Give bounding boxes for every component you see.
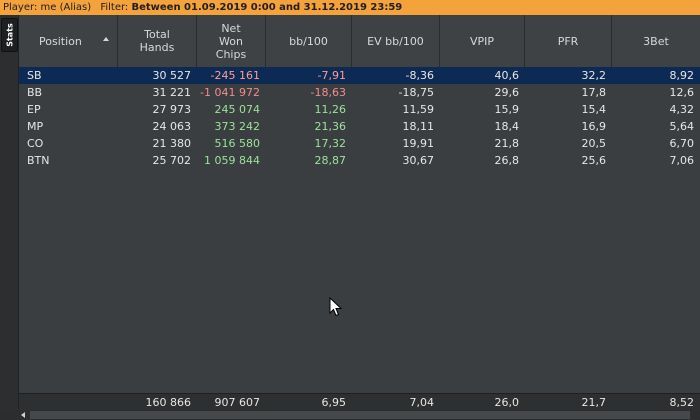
cell-position: EP <box>27 103 41 116</box>
stats-grid: Position Total Hands Net Won Chips bb/10… <box>19 15 700 411</box>
column-header-label: Position <box>39 34 82 48</box>
column-header-total-hands[interactable]: Total Hands <box>118 15 197 67</box>
column-header-label: PFR <box>557 34 579 48</box>
table-row[interactable]: MP 24 063 373 242 21,36 18,11 18,4 16,9 5,64 <box>19 118 700 135</box>
cell-hands: 21 380 <box>152 137 192 150</box>
cell-bb100: 11,26 <box>314 103 347 116</box>
filter-label: Filter: <box>100 2 129 13</box>
cell-pfr: 15,4 <box>581 103 607 116</box>
totals-row: 160 866 907 607 6,95 7,04 26,0 21,7 8,52 <box>19 393 700 411</box>
cell-net-won: 245 074 <box>214 103 261 116</box>
table-row[interactable]: CO 21 380 516 580 17,32 19,91 21,8 20,5 6,70 <box>19 135 700 152</box>
column-header-label: Net Won Chips <box>215 21 247 61</box>
cell-pfr: 17,8 <box>581 86 607 99</box>
column-header-position[interactable]: Position <box>19 15 118 67</box>
cell-hands: 25 702 <box>152 154 192 167</box>
horizontal-scrollbar[interactable] <box>0 410 700 420</box>
column-header-vpip[interactable]: VPIP <box>440 15 525 67</box>
column-header-label: EV bb/100 <box>367 34 424 48</box>
stats-tab[interactable]: Stats <box>1 18 18 52</box>
cell-pfr: 32,2 <box>581 69 607 82</box>
cell-bb100: 21,36 <box>314 120 347 133</box>
cell-bb100: 28,87 <box>314 154 347 167</box>
cell-ev-bb100: -18,75 <box>398 86 434 99</box>
cell-position: CO <box>27 137 44 150</box>
cell-threebet: 7,06 <box>669 154 695 167</box>
cell-ev-bb100: 18,11 <box>402 120 435 133</box>
cell-ev-bb100: 30,67 <box>402 154 435 167</box>
cell-hands: 27 973 <box>152 103 192 116</box>
column-header-label: bb/100 <box>289 34 328 48</box>
cell-hands: 31 221 <box>152 86 192 99</box>
total-vpip: 26,0 <box>494 396 520 409</box>
cell-threebet: 4,32 <box>669 103 695 116</box>
cell-position: BB <box>27 86 43 99</box>
total-pfr: 21,7 <box>581 396 607 409</box>
total-3bet: 8,52 <box>669 396 695 409</box>
column-header-ev-bb100[interactable]: EV bb/100 <box>352 15 440 67</box>
cell-net-won: -245 161 <box>210 69 260 82</box>
column-header-bb100[interactable]: bb/100 <box>266 15 352 67</box>
column-header-3bet[interactable]: 3Bet <box>612 15 700 67</box>
sort-ascending-icon <box>103 37 109 41</box>
player-value[interactable]: me (Alias) <box>40 2 92 13</box>
cell-pfr: 16,9 <box>581 120 607 133</box>
filter-value[interactable]: Between 01.09.2019 0:00 and 31.12.2019 2… <box>131 2 403 13</box>
cell-ev-bb100: 19,91 <box>402 137 435 150</box>
cell-threebet: 8,92 <box>669 69 695 82</box>
total-bb100: 6,95 <box>321 396 347 409</box>
scrollbar-thumb[interactable] <box>30 411 690 419</box>
cell-vpip: 21,8 <box>494 137 520 150</box>
cell-net-won: 373 242 <box>214 120 261 133</box>
cell-threebet: 12,6 <box>669 86 695 99</box>
cell-vpip: 40,6 <box>494 69 520 82</box>
cell-net-won: 1 059 844 <box>204 154 260 167</box>
column-header-label: 3Bet <box>643 34 669 48</box>
cell-hands: 24 063 <box>152 120 192 133</box>
table-row[interactable]: BTN 25 702 1 059 844 28,87 30,67 26,8 25,6 7,06 <box>19 152 700 169</box>
cell-ev-bb100: 11,59 <box>402 103 435 116</box>
cell-threebet: 6,70 <box>669 137 695 150</box>
total-net-won: 907 607 <box>214 396 261 409</box>
mouse-pointer-icon <box>329 297 343 317</box>
cell-hands: 30 527 <box>152 69 192 82</box>
cell-position: BTN <box>27 154 50 167</box>
filter-bar: Player: me (Alias) Filter: Between 01.09… <box>0 0 700 15</box>
cell-position: MP <box>27 120 44 133</box>
column-header-label: Total Hands <box>139 28 175 54</box>
cell-net-won: 516 580 <box>214 137 261 150</box>
cell-pfr: 20,5 <box>581 137 607 150</box>
cell-vpip: 26,8 <box>494 154 520 167</box>
player-label: Player: <box>3 2 38 13</box>
cell-pfr: 25,6 <box>581 154 607 167</box>
table-row[interactable]: EP 27 973 245 074 11,26 11,59 15,9 15,4 4,32 <box>19 101 700 118</box>
cell-net-won: -1 041 972 <box>200 86 260 99</box>
cell-bb100: -18,63 <box>310 86 346 99</box>
column-header-label: VPIP <box>469 34 495 48</box>
total-ev-bb100: 7,04 <box>409 396 435 409</box>
table-row[interactable]: SB 30 527 -245 161 -7,91 -8,36 40,6 32,2 8,92 <box>19 67 700 84</box>
cell-vpip: 18,4 <box>494 120 520 133</box>
arrow-left-icon[interactable] <box>21 412 25 418</box>
stats-tab-label: Stats <box>5 23 14 47</box>
table-row[interactable]: BB 31 221 -1 041 972 -18,63 -18,75 29,6 17,8 12… <box>19 84 700 101</box>
cell-position: SB <box>27 69 42 82</box>
table-header: Position Total Hands Net Won Chips bb/10… <box>19 15 700 68</box>
cell-bb100: -7,91 <box>317 69 346 82</box>
cell-vpip: 15,9 <box>494 103 520 116</box>
side-panel: Stats <box>0 15 19 410</box>
cell-vpip: 29,6 <box>494 86 520 99</box>
cell-threebet: 5,64 <box>669 120 695 133</box>
cell-bb100: 17,32 <box>314 137 347 150</box>
total-hands: 160 866 <box>145 396 192 409</box>
column-header-pfr[interactable]: PFR <box>525 15 612 67</box>
cell-ev-bb100: -8,36 <box>405 69 434 82</box>
column-header-net-won-chips[interactable]: Net Won Chips <box>197 15 266 67</box>
